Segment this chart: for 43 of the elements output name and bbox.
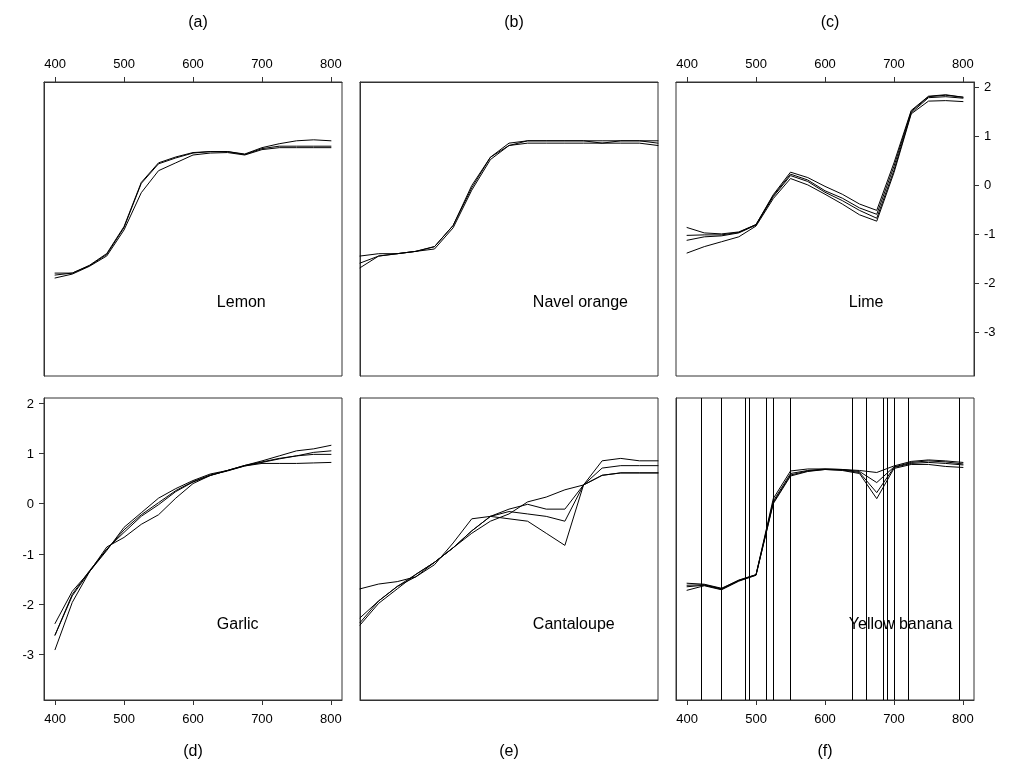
annotation: Lime	[848, 293, 884, 311]
x-axis-title: (f)	[817, 741, 833, 759]
y-tick-label: -1	[984, 226, 996, 242]
x-tick-label: 400	[676, 56, 698, 71]
annotation: Navel orange	[532, 293, 629, 311]
x-tick-label: 600	[182, 56, 204, 71]
x-tick-label: 700	[883, 56, 905, 71]
annotation: Lemon	[216, 293, 266, 311]
y-tick-label: 2	[984, 79, 992, 95]
y-tick-label: -2	[984, 275, 996, 291]
x-tick-label: 800	[320, 711, 342, 726]
x-tick-label: 700	[251, 711, 273, 726]
x-tick-label: 500	[745, 56, 767, 71]
y-tick-label: -3	[22, 647, 34, 663]
y-tick-label: 0	[26, 496, 34, 512]
y-tick-label: -1	[22, 546, 34, 562]
y-tick-label: 1	[26, 445, 34, 461]
annotation: Cantaloupe	[532, 614, 615, 632]
x-tick-label: 400	[44, 711, 66, 726]
y-tick-label: -3	[984, 324, 996, 340]
chart-title: (c)	[820, 12, 840, 30]
x-tick-label: 800	[320, 56, 342, 71]
annotation: Garlic	[216, 614, 259, 632]
y-tick-label: -2	[22, 596, 34, 612]
x-tick-label: 800	[952, 56, 974, 71]
chart-title: (b)	[504, 12, 524, 30]
x-axis-title: (e)	[499, 741, 519, 759]
y-tick-label: 1	[984, 128, 992, 144]
x-tick-label: 500	[113, 56, 135, 71]
x-tick-label: 500	[745, 711, 767, 726]
x-tick-label: 500	[113, 711, 135, 726]
x-tick-label: 400	[44, 56, 66, 71]
x-tick-label: 700	[251, 56, 273, 71]
x-tick-label: 400	[676, 711, 698, 726]
x-tick-label: 700	[883, 711, 905, 726]
x-tick-label: 600	[814, 711, 836, 726]
x-tick-label: 600	[814, 56, 836, 71]
x-tick-label: 800	[952, 711, 974, 726]
x-tick-label: 600	[182, 711, 204, 726]
y-tick-label: 2	[26, 395, 34, 411]
x-axis-title: (d)	[183, 741, 203, 759]
y-tick-label: 0	[984, 177, 992, 193]
chart-title: (a)	[188, 12, 208, 30]
